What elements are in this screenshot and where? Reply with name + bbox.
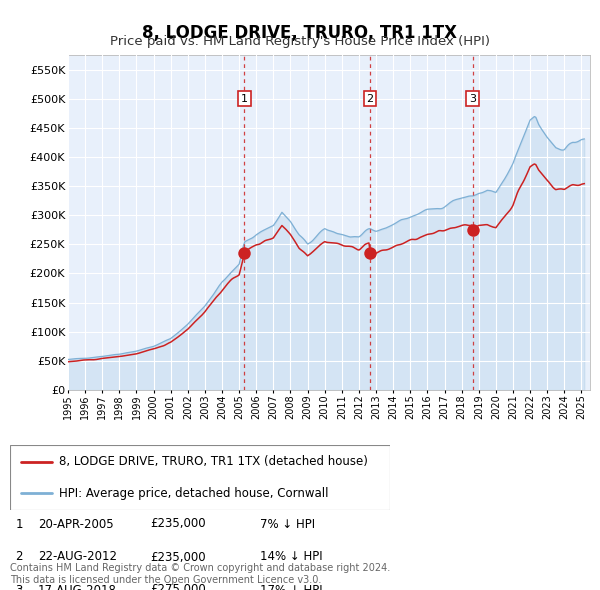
Text: HPI: Average price, detached house, Cornwall: HPI: Average price, detached house, Corn… xyxy=(59,487,329,500)
Text: This data is licensed under the Open Government Licence v3.0.: This data is licensed under the Open Gov… xyxy=(10,575,322,585)
Text: 7% ↓ HPI: 7% ↓ HPI xyxy=(260,517,315,530)
Text: £275,000: £275,000 xyxy=(150,584,206,590)
Text: 8, LODGE DRIVE, TRURO, TR1 1TX (detached house): 8, LODGE DRIVE, TRURO, TR1 1TX (detached… xyxy=(59,455,368,468)
Text: Price paid vs. HM Land Registry's House Price Index (HPI): Price paid vs. HM Land Registry's House … xyxy=(110,35,490,48)
Text: £235,000: £235,000 xyxy=(150,517,206,530)
Text: 14% ↓ HPI: 14% ↓ HPI xyxy=(260,550,323,563)
Text: 3: 3 xyxy=(469,94,476,104)
Text: 20-APR-2005: 20-APR-2005 xyxy=(38,517,113,530)
Text: 2: 2 xyxy=(367,94,373,104)
Text: 22-AUG-2012: 22-AUG-2012 xyxy=(38,550,117,563)
Text: 17% ↓ HPI: 17% ↓ HPI xyxy=(260,584,323,590)
Text: 2: 2 xyxy=(15,550,23,563)
Text: 1: 1 xyxy=(241,94,248,104)
Text: 17-AUG-2018: 17-AUG-2018 xyxy=(38,584,117,590)
Text: 8, LODGE DRIVE, TRURO, TR1 1TX: 8, LODGE DRIVE, TRURO, TR1 1TX xyxy=(143,24,458,42)
Text: 3: 3 xyxy=(16,584,23,590)
Text: 1: 1 xyxy=(15,517,23,530)
Text: £235,000: £235,000 xyxy=(150,550,206,563)
Text: Contains HM Land Registry data © Crown copyright and database right 2024.: Contains HM Land Registry data © Crown c… xyxy=(10,563,390,573)
